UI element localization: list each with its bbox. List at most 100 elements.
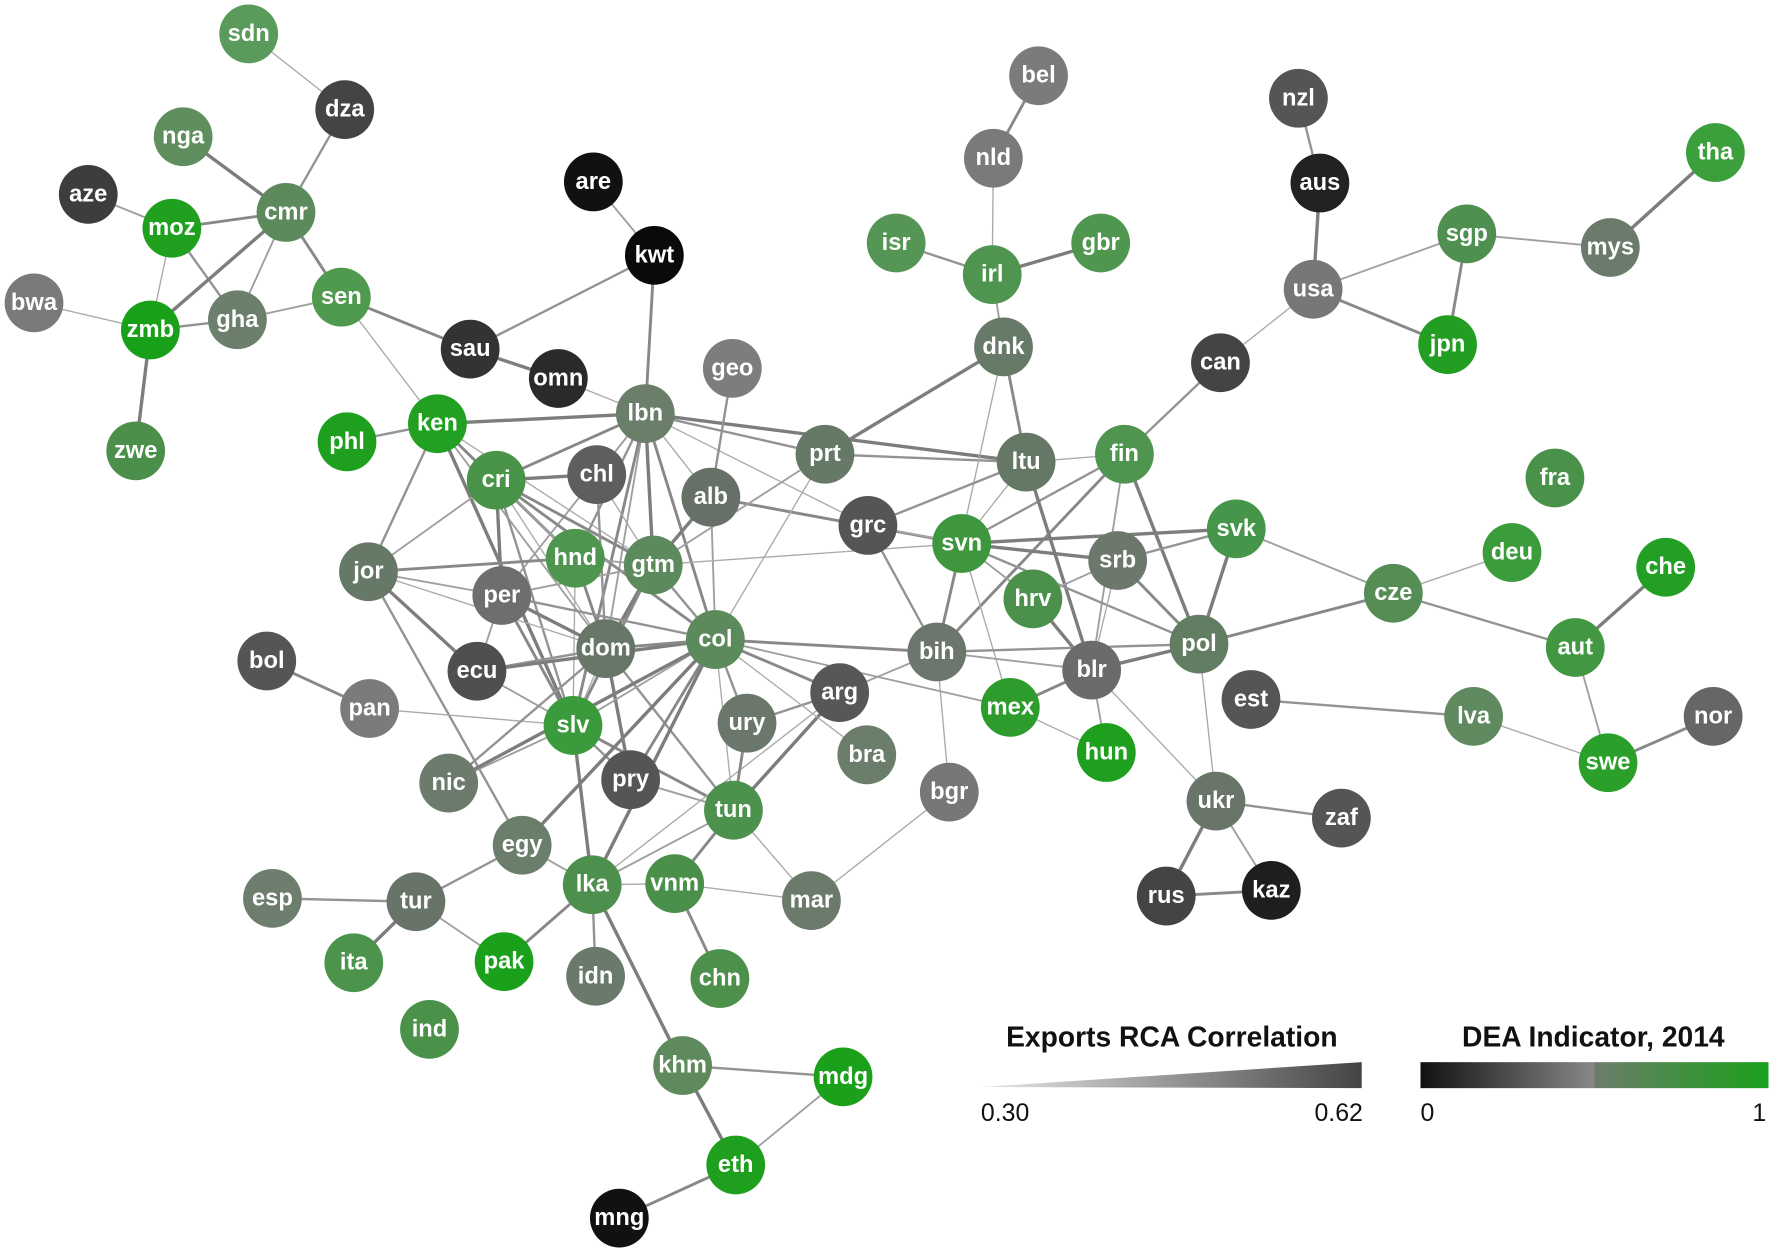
node	[932, 514, 992, 573]
node	[1578, 733, 1638, 793]
node-label: ecu	[457, 658, 498, 684]
node	[472, 566, 532, 625]
node	[1311, 788, 1371, 848]
node-label: can	[1200, 350, 1241, 376]
edge	[645, 412, 826, 456]
node-label: nor	[1694, 703, 1732, 729]
node	[980, 677, 1040, 737]
legend-colorbar	[1420, 1062, 1769, 1089]
edge	[1250, 698, 1474, 718]
node	[1580, 218, 1640, 277]
nodes: sdn dza nga aze moz cmr bwa zmb gha sen zwe are kwt s…	[4, 4, 1745, 1248]
edge	[824, 345, 1005, 456]
node-label: mdg	[818, 1064, 868, 1090]
node	[837, 725, 897, 785]
node-label: aus	[1299, 170, 1340, 196]
node	[1062, 640, 1122, 700]
edge	[437, 423, 654, 566]
node-label: khm	[658, 1053, 707, 1079]
node	[543, 696, 603, 755]
node-label: pak	[484, 949, 526, 975]
node	[408, 394, 467, 454]
node	[474, 932, 534, 991]
node-label: ken	[417, 411, 458, 437]
node	[142, 198, 202, 258]
node-label: bel	[1021, 63, 1055, 89]
node	[645, 854, 705, 914]
edge	[604, 413, 647, 649]
node	[1076, 723, 1136, 782]
edge	[1393, 592, 1576, 649]
legend-wedge	[980, 1062, 1362, 1089]
edge	[1091, 669, 1217, 802]
node-label: sen	[321, 284, 362, 310]
node	[121, 300, 180, 360]
node	[311, 267, 371, 327]
node-label: cri	[482, 467, 511, 493]
node	[1686, 123, 1745, 182]
node-label: che	[1645, 554, 1686, 580]
node	[562, 855, 622, 915]
node-label: deu	[1491, 540, 1533, 566]
node-label: nga	[162, 124, 205, 150]
node	[615, 384, 675, 443]
node	[492, 815, 552, 875]
node	[4, 273, 64, 333]
node	[386, 872, 446, 932]
node-label: grc	[849, 512, 886, 538]
edge	[715, 638, 1011, 709]
node-label: hrv	[1014, 586, 1052, 612]
node	[795, 424, 855, 484]
node	[466, 450, 526, 510]
node-label: mys	[1587, 234, 1634, 260]
node-label: cze	[1374, 580, 1412, 606]
node-label: phl	[329, 429, 365, 455]
node-label: sgp	[1446, 221, 1488, 247]
legend-min: 0.30	[981, 1100, 1029, 1127]
node-label: mar	[790, 888, 834, 914]
legend-title: DEA Indicator, 2014	[1462, 1020, 1725, 1052]
node-label: fin	[1110, 441, 1139, 467]
node	[1444, 687, 1503, 746]
node-label: prt	[809, 441, 841, 467]
node	[1169, 614, 1229, 674]
node	[706, 1135, 766, 1195]
legend-min: 0	[1420, 1100, 1434, 1127]
legend-correlation: Exports RCA Correlation 0.30 0.62	[980, 1020, 1363, 1127]
node	[1363, 563, 1423, 623]
node	[919, 762, 979, 822]
node-label: lva	[1457, 703, 1491, 729]
node-label: bra	[848, 742, 886, 768]
node	[576, 619, 636, 678]
node	[1269, 68, 1328, 128]
node-label: rus	[1148, 883, 1185, 909]
edge	[643, 413, 717, 640]
node-label: lka	[576, 872, 610, 898]
node-label: dnk	[982, 334, 1025, 360]
node-label: ind	[412, 1016, 448, 1042]
node-label: tur	[400, 889, 432, 915]
node-label: ltu	[1012, 449, 1041, 475]
node	[339, 542, 398, 602]
node	[566, 946, 625, 1006]
node	[1003, 569, 1063, 629]
node-label: bwa	[11, 290, 58, 316]
node	[1290, 153, 1350, 213]
node-label: omn	[533, 366, 583, 392]
node-label: sau	[450, 336, 491, 362]
node	[1206, 499, 1266, 559]
legend-indicator: DEA Indicator, 2014 0 1	[1420, 1020, 1769, 1127]
node-label: dza	[325, 97, 365, 123]
node-label: pan	[349, 695, 391, 721]
node-label: zwe	[114, 438, 158, 464]
node	[1241, 861, 1301, 920]
node-label: chn	[699, 966, 741, 992]
node-label: aze	[69, 181, 107, 207]
node	[782, 871, 841, 930]
node	[601, 750, 661, 810]
node	[1009, 46, 1068, 106]
node-label: hun	[1085, 740, 1128, 766]
edge	[495, 479, 717, 641]
node-label: cmr	[264, 199, 308, 225]
